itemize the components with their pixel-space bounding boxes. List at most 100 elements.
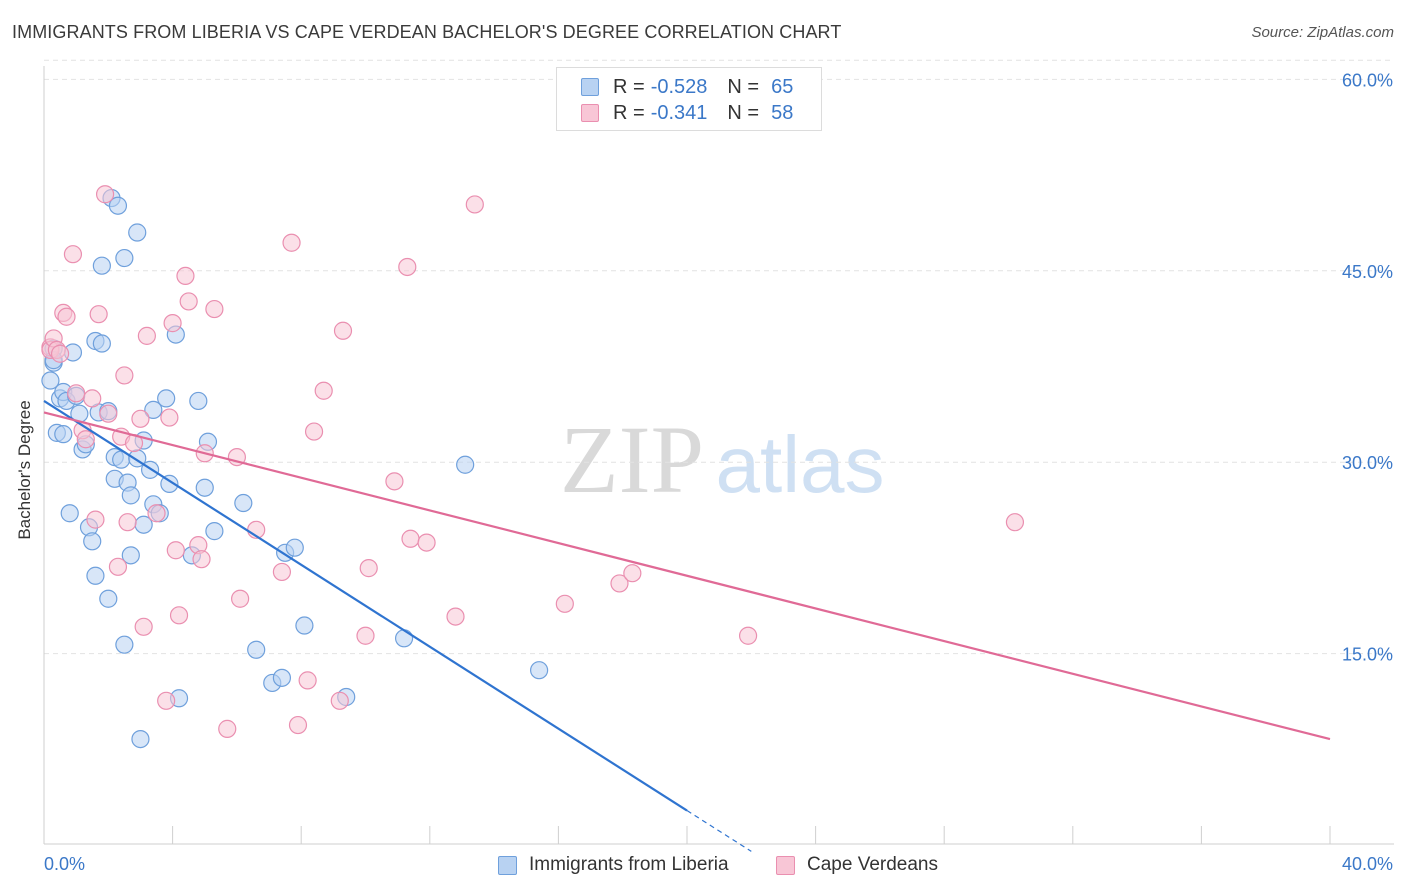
point-cape-verdean (157, 691, 176, 710)
point-cape-verdean (57, 307, 76, 326)
axes (43, 66, 1394, 845)
watermark-zip: ZIP (560, 406, 704, 513)
point-cape-verdean (115, 366, 134, 385)
legend-item-cape-verdeans[interactable]: Cape Verdeans (776, 852, 938, 878)
point-liberia (394, 629, 414, 648)
trend-lines (43, 400, 1331, 852)
point-cape-verdean (160, 408, 179, 427)
n-label: N = (727, 101, 760, 124)
point-liberia (160, 474, 179, 493)
point-liberia (272, 668, 292, 687)
r-value: -0.528 (650, 75, 708, 98)
point-liberia (247, 640, 266, 659)
point-liberia (189, 391, 208, 411)
legend-swatch-liberia (581, 78, 599, 96)
n-label: N = (727, 75, 760, 98)
point-cape-verdean (86, 510, 105, 529)
point-liberia (121, 486, 140, 505)
point-cape-verdean (137, 326, 156, 345)
point-liberia (131, 729, 150, 749)
legend-label-cape-verdeans: Cape Verdeans (807, 854, 938, 875)
point-cape-verdean (108, 557, 128, 576)
tick-labels: 15.0% 30.0% 45.0% 60.0% 0.0% 40.0% (44, 70, 1393, 874)
point-liberia (285, 538, 304, 557)
n-value: 58 (771, 101, 794, 124)
point-liberia (128, 223, 147, 242)
point-cape-verdean (385, 472, 404, 491)
point-cape-verdean (163, 314, 182, 333)
y-tick-label: 45.0% (1342, 262, 1393, 282)
point-cape-verdean (134, 617, 153, 636)
point-liberia (54, 425, 73, 444)
point-liberia (108, 196, 128, 215)
legend-label-liberia: Immigrants from Liberia (529, 854, 729, 875)
point-cape-verdean (623, 564, 642, 583)
point-cape-verdean (118, 513, 137, 532)
point-cape-verdean (1005, 513, 1025, 532)
point-cape-verdean (333, 321, 353, 340)
point-cape-verdean (314, 381, 333, 400)
point-liberia (195, 478, 214, 497)
point-liberia (157, 389, 176, 408)
point-cape-verdean (50, 344, 70, 363)
y-tick-label: 15.0% (1342, 645, 1393, 665)
legend-item-liberia[interactable]: Immigrants from Liberia (498, 852, 729, 878)
gridlines (44, 59, 1394, 655)
r-label: R = (613, 75, 645, 98)
point-liberia (92, 256, 111, 275)
point-cape-verdean (298, 671, 317, 690)
point-cape-verdean (176, 266, 195, 286)
watermark-atlas: atlas (716, 420, 885, 509)
x-tick-label: 40.0% (1342, 854, 1393, 874)
trend-line-liberia-extension (686, 810, 752, 852)
point-liberia (60, 504, 79, 523)
point-cape-verdean (282, 233, 301, 252)
point-cape-verdean (89, 305, 108, 324)
legend-swatch-cape-verdeans (776, 855, 795, 875)
point-cape-verdean (610, 574, 629, 593)
point-cape-verdean (401, 529, 420, 548)
point-cape-verdean (95, 185, 115, 204)
r-label: R = (613, 101, 645, 124)
point-cape-verdean (398, 257, 417, 277)
point-cape-verdean (359, 559, 378, 578)
point-cape-verdean (446, 607, 465, 626)
point-liberia (295, 616, 314, 635)
point-cape-verdean (76, 430, 95, 449)
point-cape-verdean (192, 550, 211, 569)
point-cape-verdean (231, 589, 250, 608)
point-cape-verdean (147, 504, 166, 523)
point-cape-verdean (166, 541, 185, 560)
point-liberia (234, 493, 253, 513)
point-cape-verdean (465, 195, 484, 214)
trend-line-liberia (43, 400, 688, 812)
legend-swatch-liberia (498, 855, 517, 875)
point-cape-verdean (356, 626, 375, 645)
watermark: ZIP atlas (560, 406, 884, 513)
n-value: 65 (771, 75, 794, 98)
chart-title: IMMIGRANTS FROM LIBERIA VS CAPE VERDEAN … (12, 22, 842, 42)
point-cape-verdean (288, 715, 308, 735)
point-liberia (115, 635, 134, 654)
point-liberia (144, 400, 163, 419)
scatter-points (41, 185, 1025, 749)
point-liberia (41, 371, 60, 390)
point-liberia (530, 661, 549, 680)
point-cape-verdean (83, 389, 102, 408)
r-value: -0.341 (650, 101, 708, 124)
point-cape-verdean (330, 691, 349, 710)
y-axis-label: Bachelor's Degree (15, 400, 34, 540)
y-tick-label: 30.0% (1342, 453, 1393, 473)
point-cape-verdean (169, 606, 189, 625)
correlation-legend: R = -0.528 N = 65 R = -0.341 N = 58 (556, 67, 822, 131)
point-cape-verdean (555, 594, 574, 613)
point-cape-verdean (99, 404, 118, 423)
point-liberia (86, 566, 105, 585)
point-cape-verdean (179, 292, 198, 311)
point-liberia (92, 334, 111, 353)
point-liberia (115, 248, 134, 268)
point-cape-verdean (63, 245, 83, 264)
point-cape-verdean (738, 626, 758, 645)
point-liberia (83, 532, 102, 551)
point-liberia (205, 522, 224, 541)
